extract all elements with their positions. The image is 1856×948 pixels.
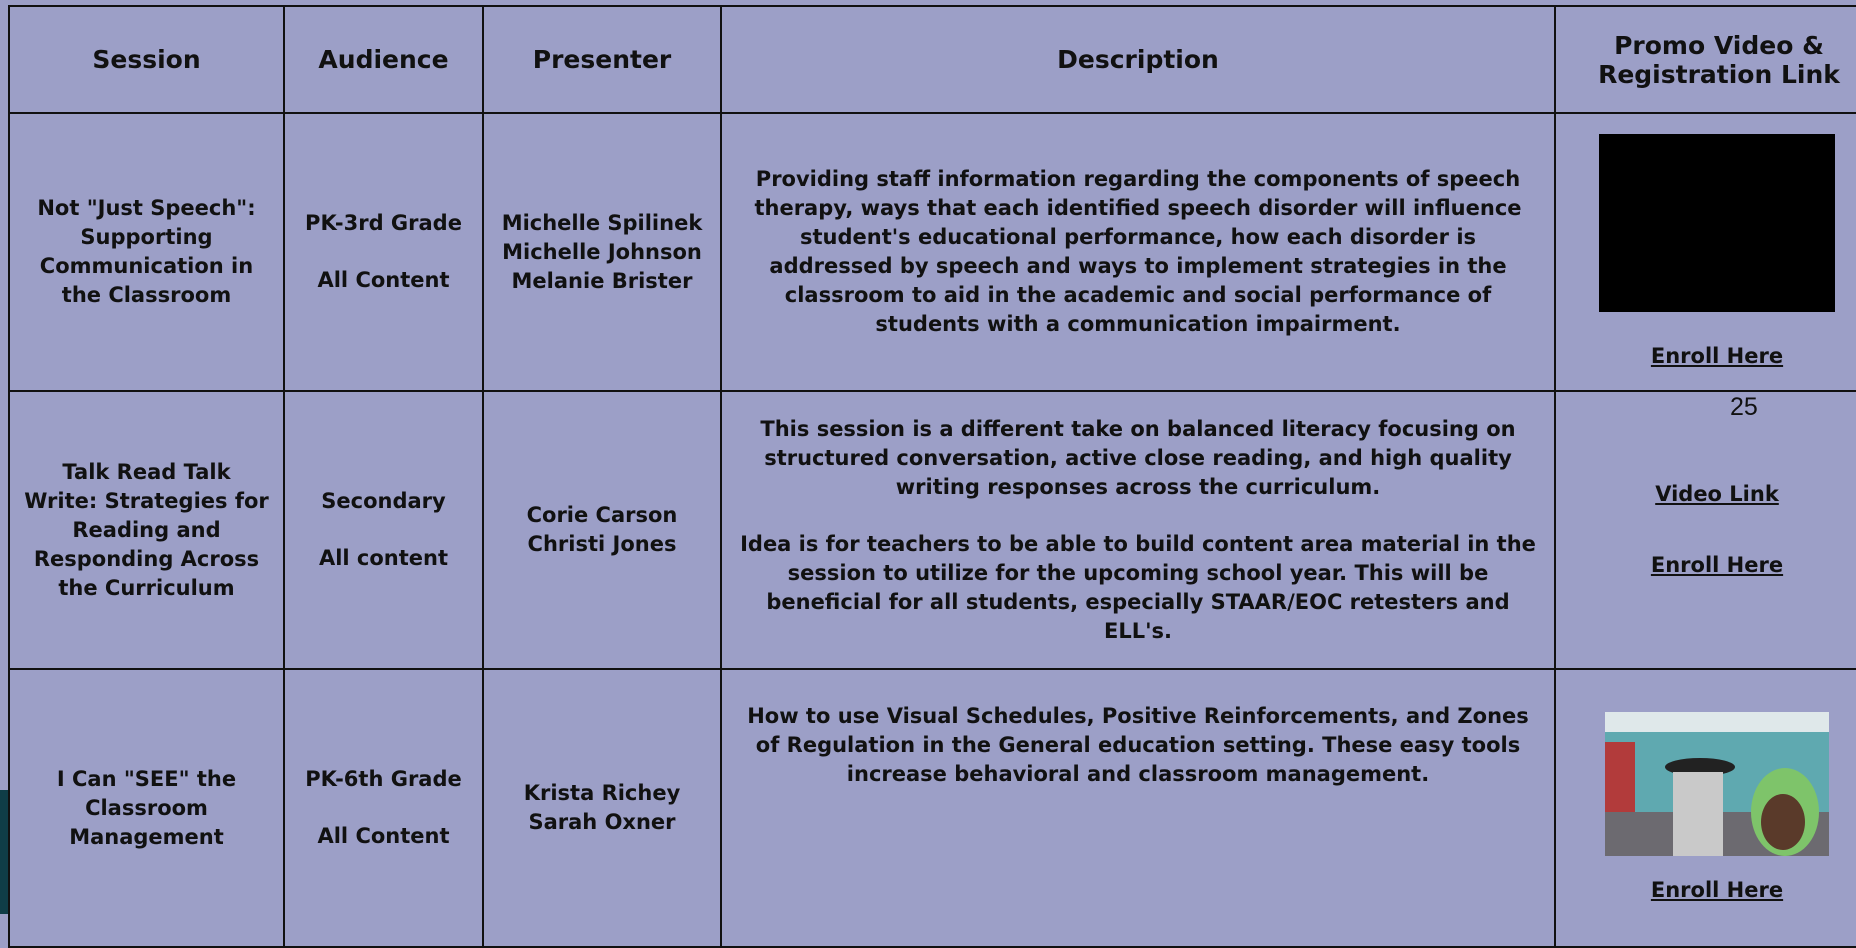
presenter: Sarah Oxner (528, 810, 676, 834)
video-thumbnail[interactable] (1599, 133, 1835, 312)
audience-line: All content (318, 546, 449, 570)
presenter: Michelle Spilinek (501, 210, 703, 235)
presenters: Corie Carson Christi Jones (482, 390, 722, 670)
header: Audience (283, 5, 484, 114)
audience-line: Secondary (321, 489, 446, 513)
header-row: Session Audience Presenter Description P… (8, 5, 1856, 114)
link[interactable]: Enroll Here (1650, 877, 1784, 902)
link[interactable]: Enroll Here (1650, 553, 1784, 577)
row: I Can "SEE" the Classroom Management PK-… (8, 668, 1856, 948)
links: Video Link Enroll Here (1554, 390, 1856, 670)
description: How to use Visual Schedules, Positive Re… (720, 668, 1556, 948)
audience: PK-6th Grade All Content (283, 668, 484, 948)
header: Description (720, 5, 1556, 114)
links: Enroll Here (1554, 112, 1856, 392)
presenter: Christi Jones (527, 532, 677, 556)
paragraph: Providing staff information regarding th… (754, 167, 1522, 336)
session: Talk Read Talk Write: Strategies for Rea… (8, 390, 285, 670)
audience-line: PK-6th Grade (305, 767, 462, 791)
audience-line: All Content (317, 824, 450, 848)
row: Not "Just Speech": Supporting Communicat… (8, 112, 1856, 392)
session-table: Session Audience Presenter Description P… (8, 5, 1856, 948)
paragraph: How to use Visual Schedules, Positive Re… (747, 704, 1529, 786)
paragraph: This session is a different take on bala… (760, 416, 1516, 499)
paragraph: Idea is for teachers to be able to build… (740, 531, 1536, 643)
presenters: Krista Richey Sarah Oxner (482, 668, 722, 948)
session: I Can "SEE" the Classroom Management (8, 668, 285, 948)
presenter: Michelle Johnson (502, 239, 702, 264)
header: Session (8, 5, 285, 114)
audience-line: All Content (317, 268, 450, 292)
session: Not "Just Speech": Supporting Communicat… (8, 112, 285, 392)
audience-line: PK-3rd Grade (305, 211, 462, 235)
decoration (0, 790, 8, 914)
row: Talk Read Talk Write: Strategies for Rea… (8, 390, 1856, 670)
page: Session Audience Presenter Description P… (0, 5, 1856, 948)
header: Promo Video & Registration Link (1554, 5, 1856, 114)
description: This session is a different take on bala… (720, 390, 1556, 670)
presenter: Krista Richey (523, 781, 681, 805)
link[interactable]: Enroll Here (1650, 343, 1784, 368)
audience: PK-3rd Grade All Content (283, 112, 484, 392)
link[interactable]: Video Link (1655, 482, 1779, 506)
presenter: Corie Carson (526, 503, 678, 527)
page-number: 25 (1730, 393, 1758, 421)
links: Enroll Here (1554, 668, 1856, 948)
presenters: Michelle Spilinek Michelle Johnson Melanie… (482, 112, 722, 392)
header: Presenter (482, 5, 722, 114)
description: Providing staff information regarding th… (720, 112, 1556, 392)
audience: Secondary All content (283, 390, 484, 670)
presenter: Melanie Brister (511, 268, 693, 293)
video-thumbnail[interactable] (1605, 711, 1829, 856)
